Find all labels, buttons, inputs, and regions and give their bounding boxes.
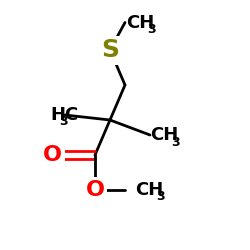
Text: CH: CH	[150, 126, 178, 144]
Text: S: S	[101, 38, 119, 62]
Text: 3: 3	[171, 136, 180, 148]
Text: 3: 3	[59, 115, 68, 128]
Text: 3: 3	[156, 190, 165, 203]
Text: O: O	[86, 180, 104, 200]
Text: CH: CH	[126, 14, 154, 32]
Text: 3: 3	[148, 23, 156, 36]
Text: H: H	[50, 106, 65, 124]
Text: O: O	[43, 145, 62, 165]
Text: CH: CH	[135, 181, 163, 199]
Text: C: C	[64, 106, 78, 124]
